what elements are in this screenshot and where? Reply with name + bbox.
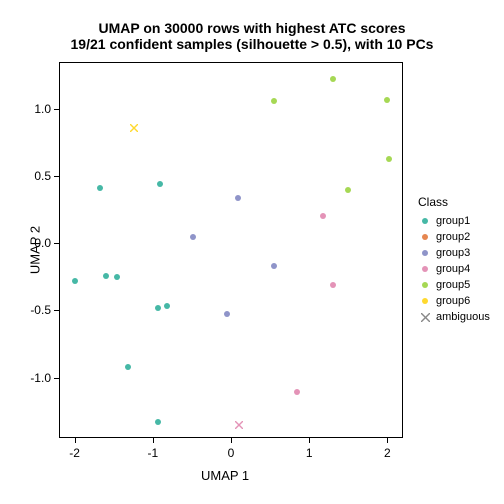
x-tick-label: 1: [306, 446, 313, 460]
legend-item: group3: [418, 245, 490, 261]
title-line-1: UMAP on 30000 rows with highest ATC scor…: [0, 20, 504, 36]
legend-swatch: [418, 246, 432, 260]
x-axis-label: UMAP 1: [201, 468, 249, 483]
x-tick-label: 2: [384, 446, 391, 460]
legend: Class group1 group2 group3 group4 group5 grou…: [418, 195, 490, 325]
y-axis-label: UMAP 2: [28, 226, 43, 274]
legend-title: Class: [418, 195, 490, 209]
legend-item: group6: [418, 293, 490, 309]
y-tick-mark: [54, 378, 59, 379]
legend-label: group5: [436, 279, 470, 291]
legend-swatch: [418, 214, 432, 228]
legend-label: ambiguous: [436, 311, 490, 323]
y-tick-label: -1.0: [29, 371, 51, 385]
y-tick-mark: [54, 243, 59, 244]
legend-item: ambiguous: [418, 309, 490, 325]
x-tick-mark: [309, 438, 310, 443]
x-tick-label: 0: [228, 446, 235, 460]
legend-item: group5: [418, 277, 490, 293]
y-tick-label: -0.5: [29, 303, 51, 317]
x-tick-mark: [231, 438, 232, 443]
legend-label: group1: [436, 215, 470, 227]
x-tick-label: -2: [69, 446, 80, 460]
x-tick-mark: [75, 438, 76, 443]
legend-label: group4: [436, 263, 470, 275]
title-line-2: 19/21 confident samples (silhouette > 0.…: [0, 36, 504, 52]
legend-swatch: [418, 294, 432, 308]
x-tick-label: -1: [147, 446, 158, 460]
x-tick-mark: [387, 438, 388, 443]
legend-item: group1: [418, 213, 490, 229]
y-tick-mark: [54, 176, 59, 177]
legend-label: group2: [436, 231, 470, 243]
legend-swatch: [418, 278, 432, 292]
y-tick-mark: [54, 310, 59, 311]
legend-label: group6: [436, 295, 470, 307]
legend-item: group2: [418, 229, 490, 245]
y-tick-mark: [54, 109, 59, 110]
umap-scatter-chart: UMAP on 30000 rows with highest ATC scor…: [0, 0, 504, 504]
legend-swatch: [418, 230, 432, 244]
y-tick-label: 1.0: [29, 102, 51, 116]
legend-swatch: [418, 262, 432, 276]
plot-area: [59, 62, 403, 438]
chart-title: UMAP on 30000 rows with highest ATC scor…: [0, 20, 504, 52]
y-tick-label: 0.5: [29, 169, 51, 183]
legend-swatch: [418, 310, 432, 324]
x-tick-mark: [153, 438, 154, 443]
legend-item: group4: [418, 261, 490, 277]
legend-label: group3: [436, 247, 470, 259]
